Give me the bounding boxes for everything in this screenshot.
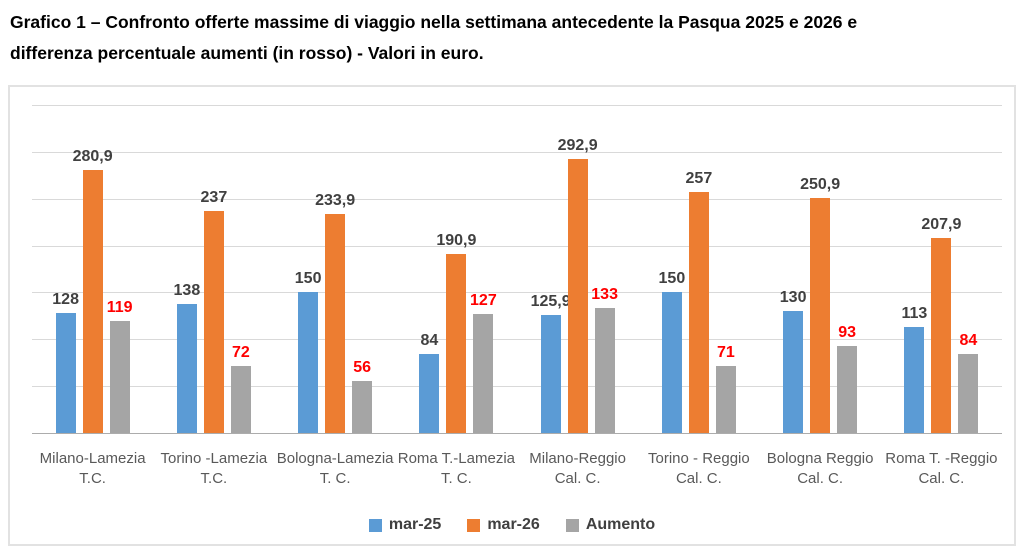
page-title-line2: differenza percentuale aumenti (in rosso… [10,43,484,63]
bar-Aumento [958,354,979,433]
category-label-line: Milano-Lamezia [39,450,146,467]
gridline [32,339,1002,341]
bar-mar-25 [783,311,804,433]
plot-area: 128 138 150 84 125,9 150 130 113 280,9 237 233,9 19… [32,105,1002,434]
category-label: Bologna Reggio Cal. C. [760,449,881,489]
value-label-Aumento: 71 [716,344,735,362]
value-label-mar-26: 280,9 [72,147,113,165]
gridline [32,245,1002,247]
legend-item-Aumento: Aumento [565,516,656,534]
bar-mar-25 [904,327,925,433]
category-label-line: Cal. C. [797,470,844,487]
bar-mar-26 [203,210,224,433]
value-label-mar-25: 130 [779,289,807,307]
category-label-line: T.C. [79,470,106,487]
legend-swatch-icon [368,518,382,532]
value-label-mar-26: 207,9 [921,216,962,234]
legend-label: Aumento [585,516,656,533]
bar-mar-26 [325,213,346,433]
bar-mar-25 [176,303,197,433]
category-label-line: Bologna-Lamezia [276,450,394,467]
value-label-mar-26: 190,9 [436,232,477,250]
value-label-mar-25: 150 [658,270,686,288]
value-label-Aumento: 133 [591,286,618,304]
bar-mar-25 [419,354,440,433]
value-label-mar-26: 237 [200,188,228,206]
category-label-line: T. C. [319,470,351,487]
value-label-Aumento: 84 [959,332,978,350]
category-label: Milano-Reggio Cal. C. [517,449,638,489]
x-axis-line [32,433,1002,434]
bar-Aumento [837,345,858,433]
bar-Aumento [109,321,130,433]
category-label-line: Roma T.-Lamezia [397,450,516,467]
value-label-Aumento: 119 [106,299,133,317]
value-label-mar-25: 150 [294,270,322,288]
page-title-line1: Grafico 1 – Confronto offerte massime di… [10,12,858,32]
bar-mar-25 [540,315,561,433]
legend-swatch-icon [467,518,481,532]
bar-Aumento [473,313,494,433]
value-label-mar-25: 125,9 [530,293,571,311]
bar-mar-25 [298,292,319,433]
category-label: Bologna-Lamezia T. C. [275,449,396,489]
category-label: Roma T. -Reggio Cal. C. [881,449,1002,489]
bar-Aumento [230,365,251,433]
value-label-mar-25: 84 [420,332,439,350]
legend-label: mar-26 [487,516,540,533]
category-label-line: T.C. [200,470,228,487]
gridline [32,105,1002,106]
legend-label: mar-25 [388,516,442,533]
category-label-line: Torino -Lamezia [160,450,268,467]
category-axis: Milano-Lamezia T.C. Torino -Lamezia T.C. Bol… [32,449,1002,497]
bar-Aumento [352,380,373,433]
category-label: Roma T.-Lamezia T. C. [396,449,517,489]
bar-mar-26 [688,192,709,433]
category-label-line: Milano-Reggio [529,450,626,467]
category-label-line: Cal. C. [675,470,722,487]
value-label-mar-25: 138 [173,281,201,299]
category-label-line: Roma T. -Reggio [885,450,998,467]
legend-swatch-icon [565,518,579,532]
value-label-Aumento: 56 [353,358,372,376]
value-label-mar-26: 257 [685,170,713,188]
value-label-mar-26: 250,9 [800,175,841,193]
gridline [32,198,1002,200]
category-label-line: Torino - Reggio [648,450,750,467]
category-label-line: Cal. C. [554,470,601,487]
category-label-line: T. C. [440,470,472,487]
bar-mar-26 [810,197,831,433]
value-label-mar-25: 113 [901,305,928,323]
bar-mar-25 [55,313,76,433]
category-label-line: Cal. C. [918,470,965,487]
category-label-line: Bologna Reggio [766,450,874,467]
gridline [32,386,1002,388]
value-label-Aumento: 72 [231,343,250,361]
value-label-Aumento: 127 [470,291,497,309]
page-title: Grafico 1 – Confronto offerte massime di… [10,7,1016,69]
bar-Aumento [594,308,615,433]
legend-item-mar-25: mar-25 [368,516,442,534]
bar-mar-26 [931,238,952,433]
category-label: Torino -Lamezia T.C. [153,449,274,489]
category-label: Torino - Reggio Cal. C. [638,449,759,489]
bar-mar-26 [82,169,103,433]
gridline [32,292,1002,294]
bar-mar-26 [567,158,588,433]
chart-frame: 128 138 150 84 125,9 150 130 113 280,9 237 233,9 19… [8,85,1016,546]
value-label-mar-25: 128 [52,291,79,309]
bar-Aumento [715,366,736,433]
bar-mar-26 [446,254,467,433]
gridline [32,151,1002,153]
value-label-Aumento: 93 [838,323,857,341]
value-label-mar-26: 233,9 [315,191,356,209]
category-label: Milano-Lamezia T.C. [32,449,153,489]
legend-item-mar-26: mar-26 [467,516,540,534]
legend: mar-25 mar-26 Aumento [10,515,1014,535]
value-label-mar-26: 292,9 [557,136,598,154]
bar-mar-25 [661,292,682,433]
